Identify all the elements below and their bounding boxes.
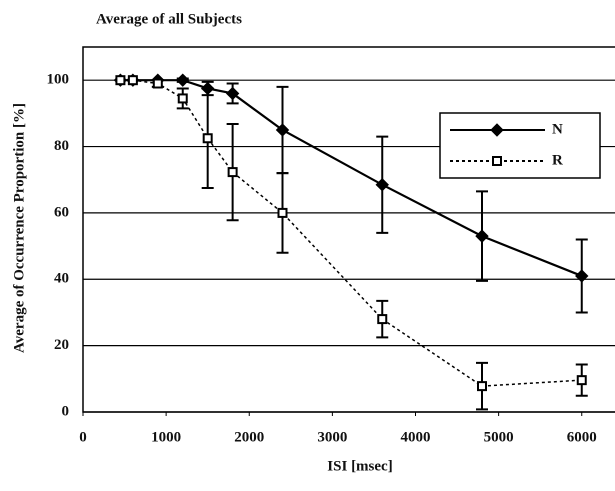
- marker: [115, 75, 126, 86]
- x-axis-label: ISI [msec]: [327, 458, 392, 474]
- x-tick-label: 0: [79, 429, 87, 445]
- x-tick-label: 2000: [234, 429, 264, 445]
- x-tick-label: 4000: [401, 429, 431, 445]
- marker: [377, 314, 388, 325]
- marker: [227, 167, 238, 178]
- marker: [576, 375, 587, 386]
- legend: NR: [439, 112, 601, 179]
- y-tick-label: 80: [54, 138, 69, 154]
- marker: [127, 75, 138, 86]
- legend-box: [439, 112, 601, 179]
- chart-title: Average of all Subjects: [96, 11, 242, 27]
- marker: [225, 86, 240, 101]
- marker: [490, 123, 504, 137]
- x-tick-label: 5000: [484, 429, 514, 445]
- x-tick-label: 1000: [151, 429, 181, 445]
- marker: [277, 207, 288, 218]
- y-tick-label: 0: [62, 403, 70, 419]
- marker: [275, 123, 290, 137]
- marker: [575, 269, 589, 283]
- marker: [152, 78, 163, 89]
- marker: [375, 177, 389, 192]
- y-tick-label: 40: [54, 271, 69, 287]
- y-tick-label: 100: [47, 72, 70, 88]
- x-tick-label: 6000: [567, 429, 597, 445]
- x-tick-label: 3000: [317, 429, 347, 445]
- marker: [492, 156, 502, 166]
- marker: [202, 133, 213, 144]
- marker: [477, 381, 487, 392]
- legend-label: N: [552, 121, 563, 137]
- marker: [176, 73, 190, 87]
- marker: [177, 93, 188, 104]
- legend-label: R: [552, 152, 563, 168]
- plot-frame: [82, 46, 615, 413]
- series-line: [120, 79, 582, 387]
- series-line: [120, 79, 583, 277]
- y-tick-label: 20: [54, 337, 69, 353]
- y-tick-label: 60: [54, 204, 69, 220]
- marker: [475, 229, 489, 243]
- y-axis-label: Average of Occurrence Proportion [%]: [11, 103, 27, 353]
